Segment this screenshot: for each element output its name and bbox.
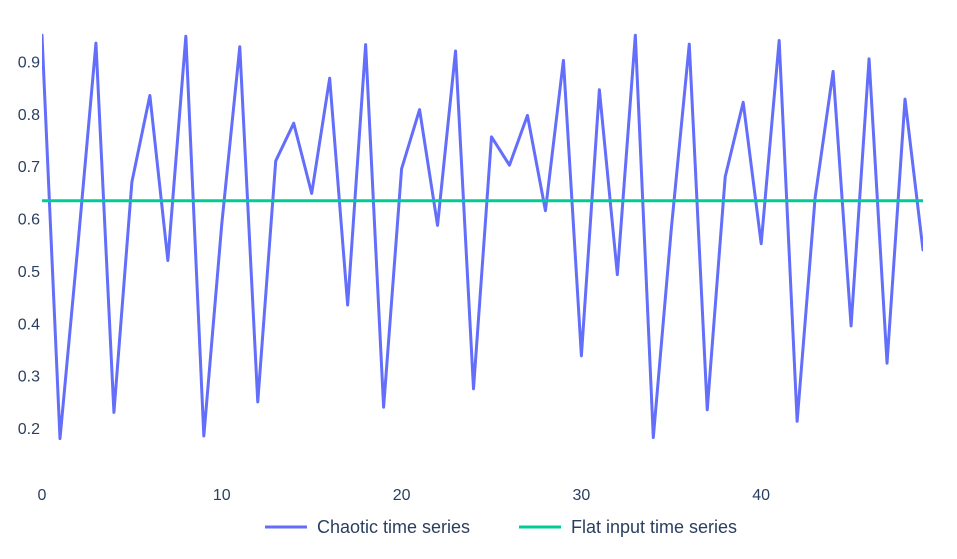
y-tick-label: 0.6 bbox=[18, 212, 40, 229]
x-axis: 0 10 20 30 40 bbox=[38, 487, 771, 504]
y-tick-label: 0.9 bbox=[18, 54, 40, 71]
y-tick-label: 0.2 bbox=[18, 421, 40, 438]
y-tick-label: 0.5 bbox=[18, 264, 40, 281]
legend[interactable]: Chaotic time series Flat input time serie… bbox=[265, 517, 737, 537]
plot-area bbox=[42, 33, 923, 441]
x-tick-label: 30 bbox=[572, 487, 590, 504]
x-tick-label: 0 bbox=[38, 487, 47, 504]
y-tick-label: 0.7 bbox=[18, 159, 40, 176]
x-tick-label: 20 bbox=[393, 487, 411, 504]
y-tick-label: 0.8 bbox=[18, 107, 40, 124]
y-tick-label: 0.4 bbox=[18, 316, 40, 333]
legend-label: Chaotic time series bbox=[317, 517, 470, 537]
series-line-0 bbox=[42, 33, 923, 441]
x-tick-label: 40 bbox=[752, 487, 770, 504]
x-tick-label: 10 bbox=[213, 487, 231, 504]
legend-label: Flat input time series bbox=[571, 517, 737, 537]
legend-item-0[interactable]: Chaotic time series bbox=[265, 517, 470, 537]
legend-item-1[interactable]: Flat input time series bbox=[519, 517, 737, 537]
y-tick-label: 0.3 bbox=[18, 369, 40, 386]
y-axis: 0.2 0.3 0.4 0.5 0.6 0.7 0.8 0.9 bbox=[18, 54, 40, 438]
